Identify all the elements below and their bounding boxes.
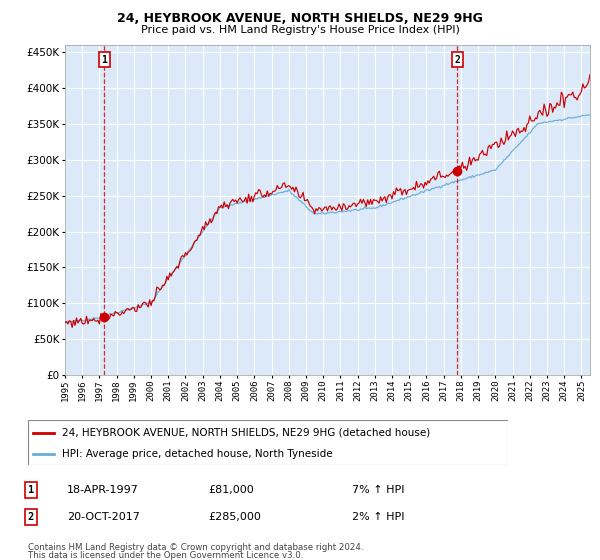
Text: Contains HM Land Registry data © Crown copyright and database right 2024.: Contains HM Land Registry data © Crown c…	[28, 543, 364, 552]
Text: Price paid vs. HM Land Registry's House Price Index (HPI): Price paid vs. HM Land Registry's House …	[140, 25, 460, 35]
Text: £81,000: £81,000	[208, 485, 254, 495]
Text: £285,000: £285,000	[208, 512, 261, 522]
Text: 2% ↑ HPI: 2% ↑ HPI	[352, 512, 404, 522]
Text: HPI: Average price, detached house, North Tyneside: HPI: Average price, detached house, Nort…	[62, 449, 332, 459]
Text: 24, HEYBROOK AVENUE, NORTH SHIELDS, NE29 9HG (detached house): 24, HEYBROOK AVENUE, NORTH SHIELDS, NE29…	[62, 428, 430, 437]
Text: 1: 1	[28, 485, 34, 495]
Text: 2: 2	[28, 512, 34, 522]
Text: 20-OCT-2017: 20-OCT-2017	[67, 512, 140, 522]
Text: 7% ↑ HPI: 7% ↑ HPI	[352, 485, 404, 495]
Text: 18-APR-1997: 18-APR-1997	[67, 485, 139, 495]
Text: 1: 1	[101, 55, 107, 65]
Text: This data is licensed under the Open Government Licence v3.0.: This data is licensed under the Open Gov…	[28, 550, 304, 559]
Text: 24, HEYBROOK AVENUE, NORTH SHIELDS, NE29 9HG: 24, HEYBROOK AVENUE, NORTH SHIELDS, NE29…	[117, 12, 483, 25]
Text: 2: 2	[455, 55, 460, 65]
